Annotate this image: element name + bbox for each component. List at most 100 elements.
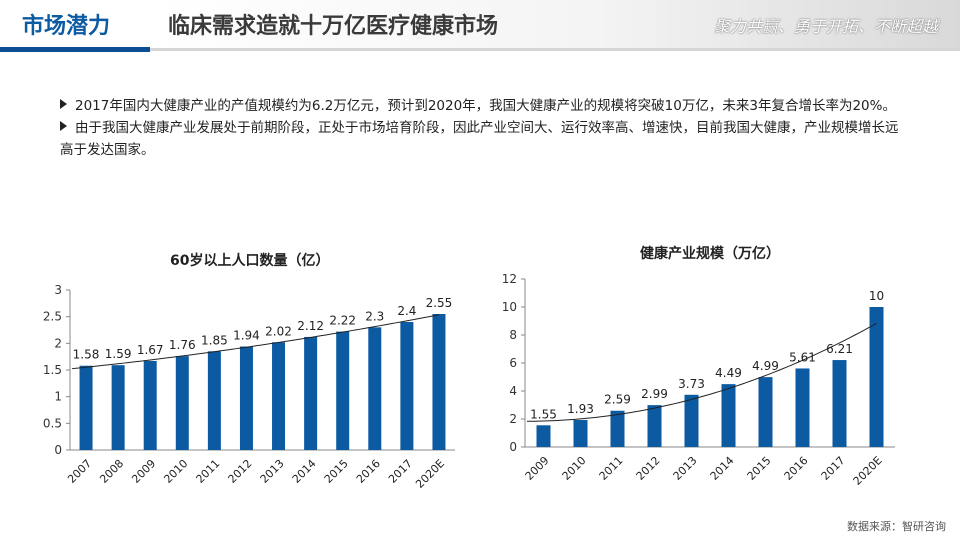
chart2-bar [684,394,699,447]
chart1-bar [175,356,189,450]
chart2-data-label: 2.99 [641,387,668,401]
chart1-bar [368,327,382,450]
chart2-data-label: 1.55 [530,407,557,421]
bullet-text: 由于我国大健康产业发展处于前期阶段，正处于市场培育阶段，因此产业空间大、运行效率… [60,120,899,158]
chart2-y-tick-label: 12 [502,272,517,286]
chart2-x-tick-label: 2017 [819,454,848,483]
bullet-text: 2017年国内大健康产业的产值规模约为6.2万亿元，预计到2020年，我国大健康… [75,98,896,114]
header-bar [150,0,960,48]
chart2-bar [536,425,551,447]
chart1-y-tick-label: 0.5 [43,416,62,430]
chart1-x-tick-label: 2012 [226,457,255,486]
chart1-y-tick-label: 2.5 [43,310,62,324]
chart1-x-tick-label: 2015 [322,457,351,486]
chart1-bar [336,331,350,450]
chart2-x-tick-label: 2011 [597,454,626,483]
chart1-x-tick-label: 2016 [354,457,383,486]
chart2-bar [795,368,810,447]
triangle-bullet-icon [60,121,67,131]
chart1-bar [304,336,318,450]
chart1-y-tick-label: 0 [54,443,62,457]
chart2-data-label: 4.99 [752,359,779,373]
chart2-x-tick-label: 2009 [523,454,552,483]
chart1-x-tick-label: 2011 [194,457,223,486]
chart1-x-tick-label: 2010 [161,457,190,486]
chart1-data-label: 1.76 [169,338,196,352]
chart1-bar [207,351,221,450]
chart2-data-label: 10 [869,289,884,303]
header: 市场潜力 临床需求造就十万亿医疗健康市场 聚力共赢、勇于开拓、不断超越 [0,0,960,52]
chart1-x-tick-label: 2008 [97,457,126,486]
chart1-bar [111,365,125,450]
chart2-bar [647,405,662,447]
chart1-y-tick-label: 3 [54,283,62,297]
chart2-bar [832,360,847,447]
chart1-bar [272,342,286,450]
chart2-x-tick-label: 2012 [634,454,663,483]
chart1-bar [143,360,157,450]
chart2-x-tick-label: 2016 [782,454,811,483]
bullet-item: 2017年国内大健康产业的产值规模约为6.2万亿元，预计到2020年，我国大健康… [60,95,910,117]
chart1-y-tick-label: 1.5 [43,363,62,377]
chart1-data-label: 2.4 [397,304,416,318]
slogan: 聚力共赢、勇于开拓、不断超越 [713,17,938,36]
chart2-data-label: 1.93 [567,402,594,416]
header-accent [0,47,150,52]
chart-elderly-population: 0 0.5 1 1.5 2 2.5 3 1.58 2007 1.59 2008 1.67 2009 1.7… [43,283,455,491]
chart1-title: 60岁以上人口数量（亿） [170,253,330,269]
chart1-x-tick-label: 2017 [386,457,415,486]
chart1-x-tick-label: 2020E [413,457,447,491]
chart2-data-label: 2.59 [604,393,631,407]
chart1-data-label: 1.59 [105,347,132,361]
chart1-bar [400,322,414,450]
chart2-x-tick-label: 2013 [671,454,700,483]
chart1-x-tick-label: 2009 [129,457,158,486]
chart2-data-label: 3.73 [678,377,705,391]
chart1-trendline [71,314,440,370]
triangle-bullet-icon [60,99,67,109]
chart1-x-tick-label: 2014 [290,457,319,486]
chart2-bar [758,377,773,447]
chart2-x-tick-label: 2015 [745,454,774,483]
chart2-data-label: 6.21 [826,342,853,356]
chart2-y-tick-label: 0 [509,440,517,454]
chart-health-industry: 0 2 4 6 8 10 12 1.55 2009 1.93 2010 2.59 2011 2.99 201… [502,272,895,488]
chart2-x-tick-label: 2010 [560,454,589,483]
chart1-x-tick-label: 2013 [258,457,287,486]
page-title: 临床需求造就十万亿医疗健康市场 [168,14,499,39]
chart1-data-label: 1.94 [233,329,260,343]
chart1-data-label: 1.58 [73,348,100,362]
chart2-y-tick-label: 8 [509,328,517,342]
chart1-data-label: 2.3 [365,309,384,323]
chart2-trendline [526,322,877,422]
chart2-x-tick-label: 2020E [851,454,885,488]
chart1-data-label: 1.85 [201,333,228,347]
header-divider [0,48,960,51]
chart1-x-tick-label: 2007 [65,457,94,486]
chart1-data-label: 2.02 [265,324,292,338]
chart2-y-tick-label: 2 [509,412,517,426]
bullet-item: 由于我国大健康产业发展处于前期阶段，正处于市场培育阶段，因此产业空间大、运行效率… [60,117,910,161]
chart1-data-label: 2.55 [426,296,453,310]
chart1-data-label: 2.22 [329,314,356,328]
chart1-y-tick-label: 1 [54,390,62,404]
chart2-x-tick-label: 2014 [708,454,737,483]
section-tab: 市场潜力 [0,0,150,48]
chart2-data-label: 5.61 [789,350,816,364]
chart1-bar [239,346,253,450]
chart1-y-tick-label: 2 [54,336,62,350]
bullet-list: 2017年国内大健康产业的产值规模约为6.2万亿元，预计到2020年，我国大健康… [60,95,910,161]
chart2-title: 健康产业规模（万亿） [640,246,780,262]
chart2-bar [573,419,588,447]
chart2-data-label: 4.49 [715,366,742,380]
chart2-bar [869,307,884,447]
chart1-bar [79,365,93,450]
chart2-bar [721,384,736,447]
chart2-y-tick-label: 10 [502,300,517,314]
chart1-data-label: 2.12 [297,319,324,333]
data-source: 数据来源：智研咨询 [847,520,946,533]
chart1-bar [432,314,446,450]
chart2-y-tick-label: 6 [509,356,517,370]
chart1-data-label: 1.67 [137,343,164,357]
chart2-y-tick-label: 4 [509,384,517,398]
